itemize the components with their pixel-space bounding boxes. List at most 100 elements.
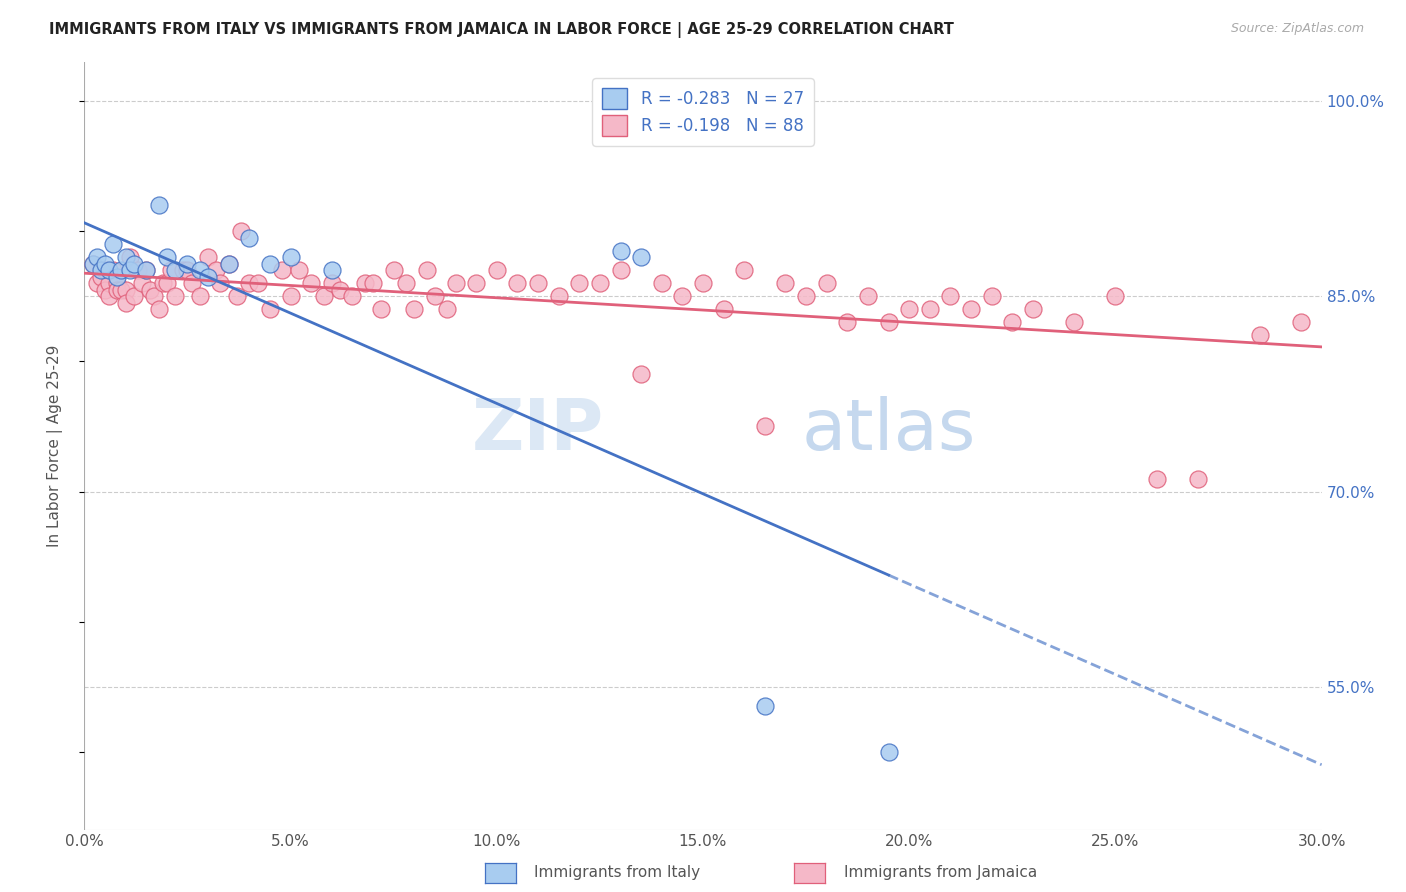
Point: [114, 296, 136, 310]
Point: [82, 257, 104, 271]
Point: [188, 289, 211, 303]
Point: [82, 257, 104, 271]
Point: [609, 244, 631, 258]
Point: [444, 277, 467, 291]
Point: [114, 251, 136, 265]
Point: [321, 263, 343, 277]
Point: [131, 277, 153, 291]
Point: [110, 263, 132, 277]
Point: [280, 289, 302, 303]
Point: [127, 263, 149, 277]
Text: Immigrants from Italy: Immigrants from Italy: [534, 865, 700, 880]
Point: [90, 270, 112, 285]
Point: [176, 263, 198, 277]
Point: [218, 257, 240, 271]
Point: [299, 277, 322, 291]
Point: [1146, 471, 1168, 485]
Point: [122, 289, 145, 303]
Point: [754, 699, 776, 714]
Point: [1022, 302, 1045, 317]
Point: [148, 302, 170, 317]
Point: [630, 368, 652, 382]
Point: [312, 289, 335, 303]
Point: [98, 263, 121, 277]
Point: [209, 277, 232, 291]
Point: [361, 277, 384, 291]
Point: [259, 302, 281, 317]
Point: [98, 289, 121, 303]
Point: [1289, 316, 1312, 330]
Point: [856, 289, 879, 303]
Point: [436, 302, 458, 317]
Point: [246, 277, 269, 291]
Point: [733, 263, 755, 277]
Point: [1001, 316, 1024, 330]
Point: [94, 283, 117, 297]
Point: [404, 302, 426, 317]
Point: [898, 302, 921, 317]
Point: [465, 277, 488, 291]
Point: [86, 251, 108, 265]
Point: [135, 263, 157, 277]
Point: [547, 289, 569, 303]
Point: [105, 270, 128, 285]
Point: [86, 277, 108, 291]
Point: [794, 289, 817, 303]
Text: atlas: atlas: [801, 396, 976, 465]
Point: [103, 237, 125, 252]
Point: [1249, 328, 1271, 343]
Point: [589, 277, 612, 291]
Point: [1104, 289, 1126, 303]
Point: [939, 289, 962, 303]
Point: [1187, 471, 1209, 485]
Legend: R = -0.283   N = 27, R = -0.198   N = 88: R = -0.283 N = 27, R = -0.198 N = 88: [592, 78, 814, 145]
Point: [329, 283, 352, 297]
Point: [98, 277, 121, 291]
Point: [527, 277, 550, 291]
Point: [877, 316, 900, 330]
Point: [960, 302, 983, 317]
Point: [280, 251, 302, 265]
Point: [139, 283, 162, 297]
Point: [180, 277, 202, 291]
Text: Source: ZipAtlas.com: Source: ZipAtlas.com: [1230, 22, 1364, 36]
Point: [172, 263, 194, 277]
Point: [506, 277, 529, 291]
Point: [197, 270, 219, 285]
Point: [630, 251, 652, 265]
Point: [135, 263, 157, 277]
Point: [837, 316, 859, 330]
Point: [395, 277, 418, 291]
Point: [485, 263, 508, 277]
Point: [370, 302, 392, 317]
Point: [671, 289, 693, 303]
Point: [980, 289, 1002, 303]
Point: [815, 277, 838, 291]
Point: [205, 263, 228, 277]
Point: [90, 263, 112, 277]
Point: [118, 251, 141, 265]
Text: ZIP: ZIP: [472, 396, 605, 465]
Point: [877, 745, 900, 759]
Point: [1063, 316, 1085, 330]
Point: [105, 283, 128, 297]
Point: [165, 263, 187, 277]
Point: [713, 302, 735, 317]
Point: [122, 257, 145, 271]
Y-axis label: In Labor Force | Age 25-29: In Labor Force | Age 25-29: [46, 345, 63, 547]
Point: [609, 263, 631, 277]
Point: [271, 263, 294, 277]
Text: Immigrants from Jamaica: Immigrants from Jamaica: [844, 865, 1036, 880]
Point: [415, 263, 437, 277]
Point: [353, 277, 375, 291]
Point: [165, 289, 187, 303]
Point: [568, 277, 591, 291]
Point: [152, 277, 174, 291]
Point: [148, 198, 170, 212]
Point: [188, 263, 211, 277]
Text: IMMIGRANTS FROM ITALY VS IMMIGRANTS FROM JAMAICA IN LABOR FORCE | AGE 25-29 CORR: IMMIGRANTS FROM ITALY VS IMMIGRANTS FROM…: [49, 22, 955, 38]
Point: [342, 289, 364, 303]
Point: [918, 302, 941, 317]
Point: [110, 283, 132, 297]
Point: [105, 277, 128, 291]
